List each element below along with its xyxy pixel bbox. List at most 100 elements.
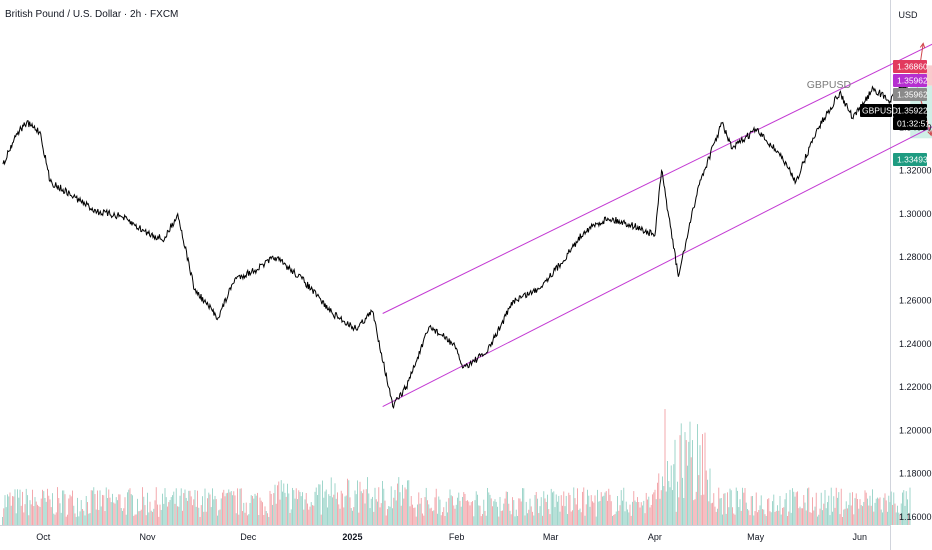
volume-bar: [867, 498, 868, 525]
volume-bar: [527, 513, 528, 525]
currency-label[interactable]: USD: [898, 10, 918, 20]
volume-bar: [722, 514, 723, 525]
volume-bar: [518, 498, 520, 525]
volume-bar: [448, 498, 450, 525]
volume-bar: [392, 508, 393, 525]
volume-bar: [40, 498, 42, 525]
volume-bar: [279, 499, 281, 525]
volume-bar: [663, 486, 665, 525]
volume-bar: [579, 508, 581, 525]
volume-bar: [235, 513, 237, 525]
volume-bar: [605, 491, 607, 525]
volume-bar: [159, 504, 161, 525]
volume-bar: [545, 501, 547, 525]
volume-bar: [463, 492, 465, 525]
volume-bar: [720, 497, 722, 525]
volume-bar: [555, 494, 557, 525]
volume-bar: [608, 488, 610, 525]
volume-bar: [347, 478, 348, 525]
volume-bar: [280, 480, 282, 525]
volume-bar: [377, 501, 378, 525]
volume-bar: [655, 499, 657, 525]
volume-bar: [510, 514, 512, 525]
volume-bar: [639, 507, 641, 525]
volume-bar: [717, 508, 718, 525]
volume-bar: [857, 499, 858, 525]
volume-bar: [190, 496, 192, 525]
volume-bar: [310, 502, 312, 525]
volume-bar: [619, 505, 621, 525]
volume-bar: [4, 495, 6, 525]
volume-bar: [103, 495, 105, 525]
volume-bar: [583, 487, 585, 525]
volume-bar: [633, 491, 635, 525]
volume-bar: [888, 495, 890, 525]
volume-bar: [415, 516, 417, 525]
volume-bar: [442, 512, 443, 525]
volume-bar: [788, 511, 790, 525]
volume-bar: [577, 488, 578, 525]
volume-bar: [204, 488, 206, 525]
volume-bar: [224, 496, 226, 525]
volume-bar: [314, 491, 316, 525]
volume-bar: [702, 434, 703, 525]
volume-bar: [904, 505, 906, 525]
volume-bar: [245, 502, 247, 525]
volume-bar: [187, 500, 188, 525]
y-tick-label: 1.18000: [899, 469, 932, 479]
volume-bar: [805, 510, 807, 525]
volume-bar: [398, 477, 400, 525]
volume-bar: [623, 487, 625, 525]
volume-bar: [812, 497, 813, 525]
volume-bar: [264, 506, 266, 525]
volume-bar: [338, 504, 340, 525]
volume-bar: [200, 505, 202, 525]
volume-bar: [113, 502, 115, 525]
volume-bar: [424, 497, 426, 525]
volume-bar: [218, 510, 220, 525]
volume-bar: [243, 502, 245, 525]
volume-bar: [48, 495, 50, 525]
volume-bar: [72, 490, 73, 525]
x-tick-label: Jun: [853, 532, 868, 542]
volume-bar: [597, 489, 598, 525]
volume-bar: [900, 503, 902, 525]
volume-bar: [638, 502, 640, 525]
volume-bar: [284, 492, 286, 525]
volume-bar: [578, 509, 580, 525]
volume-bar: [412, 504, 413, 525]
volume-bar: [343, 507, 345, 525]
volume-bar: [774, 511, 776, 525]
volume-bar: [74, 513, 76, 525]
volume-bar: [24, 504, 26, 525]
volume-bar: [742, 487, 743, 525]
volume-bar: [783, 507, 785, 525]
volume-bar: [490, 498, 492, 525]
volume-bar: [542, 515, 543, 525]
volume-bar: [277, 485, 278, 525]
volume-bar: [657, 482, 658, 525]
volume-bar: [779, 495, 781, 525]
volume-bar: [730, 490, 732, 525]
volume-bar: [59, 503, 61, 525]
volume-bar: [193, 499, 195, 525]
volume-bar: [820, 492, 822, 525]
volume-bar: [178, 506, 180, 525]
volume-bar: [325, 489, 327, 525]
volume-bar: [379, 507, 381, 525]
volume-bar: [303, 509, 305, 525]
volume-bar: [712, 502, 713, 525]
y-tick-label: 1.32000: [899, 166, 932, 176]
volume-bar: [237, 488, 238, 525]
volume-bar: [535, 491, 537, 525]
volume-bar: [525, 501, 527, 525]
volume-bar: [468, 501, 470, 525]
volume-bar: [848, 504, 850, 525]
volume-bar: [838, 492, 840, 525]
volume-bar: [454, 508, 456, 525]
volume-bar: [830, 487, 832, 525]
volume-bar: [665, 491, 667, 525]
volume-bar: [689, 421, 691, 525]
volume-bar: [168, 502, 170, 525]
